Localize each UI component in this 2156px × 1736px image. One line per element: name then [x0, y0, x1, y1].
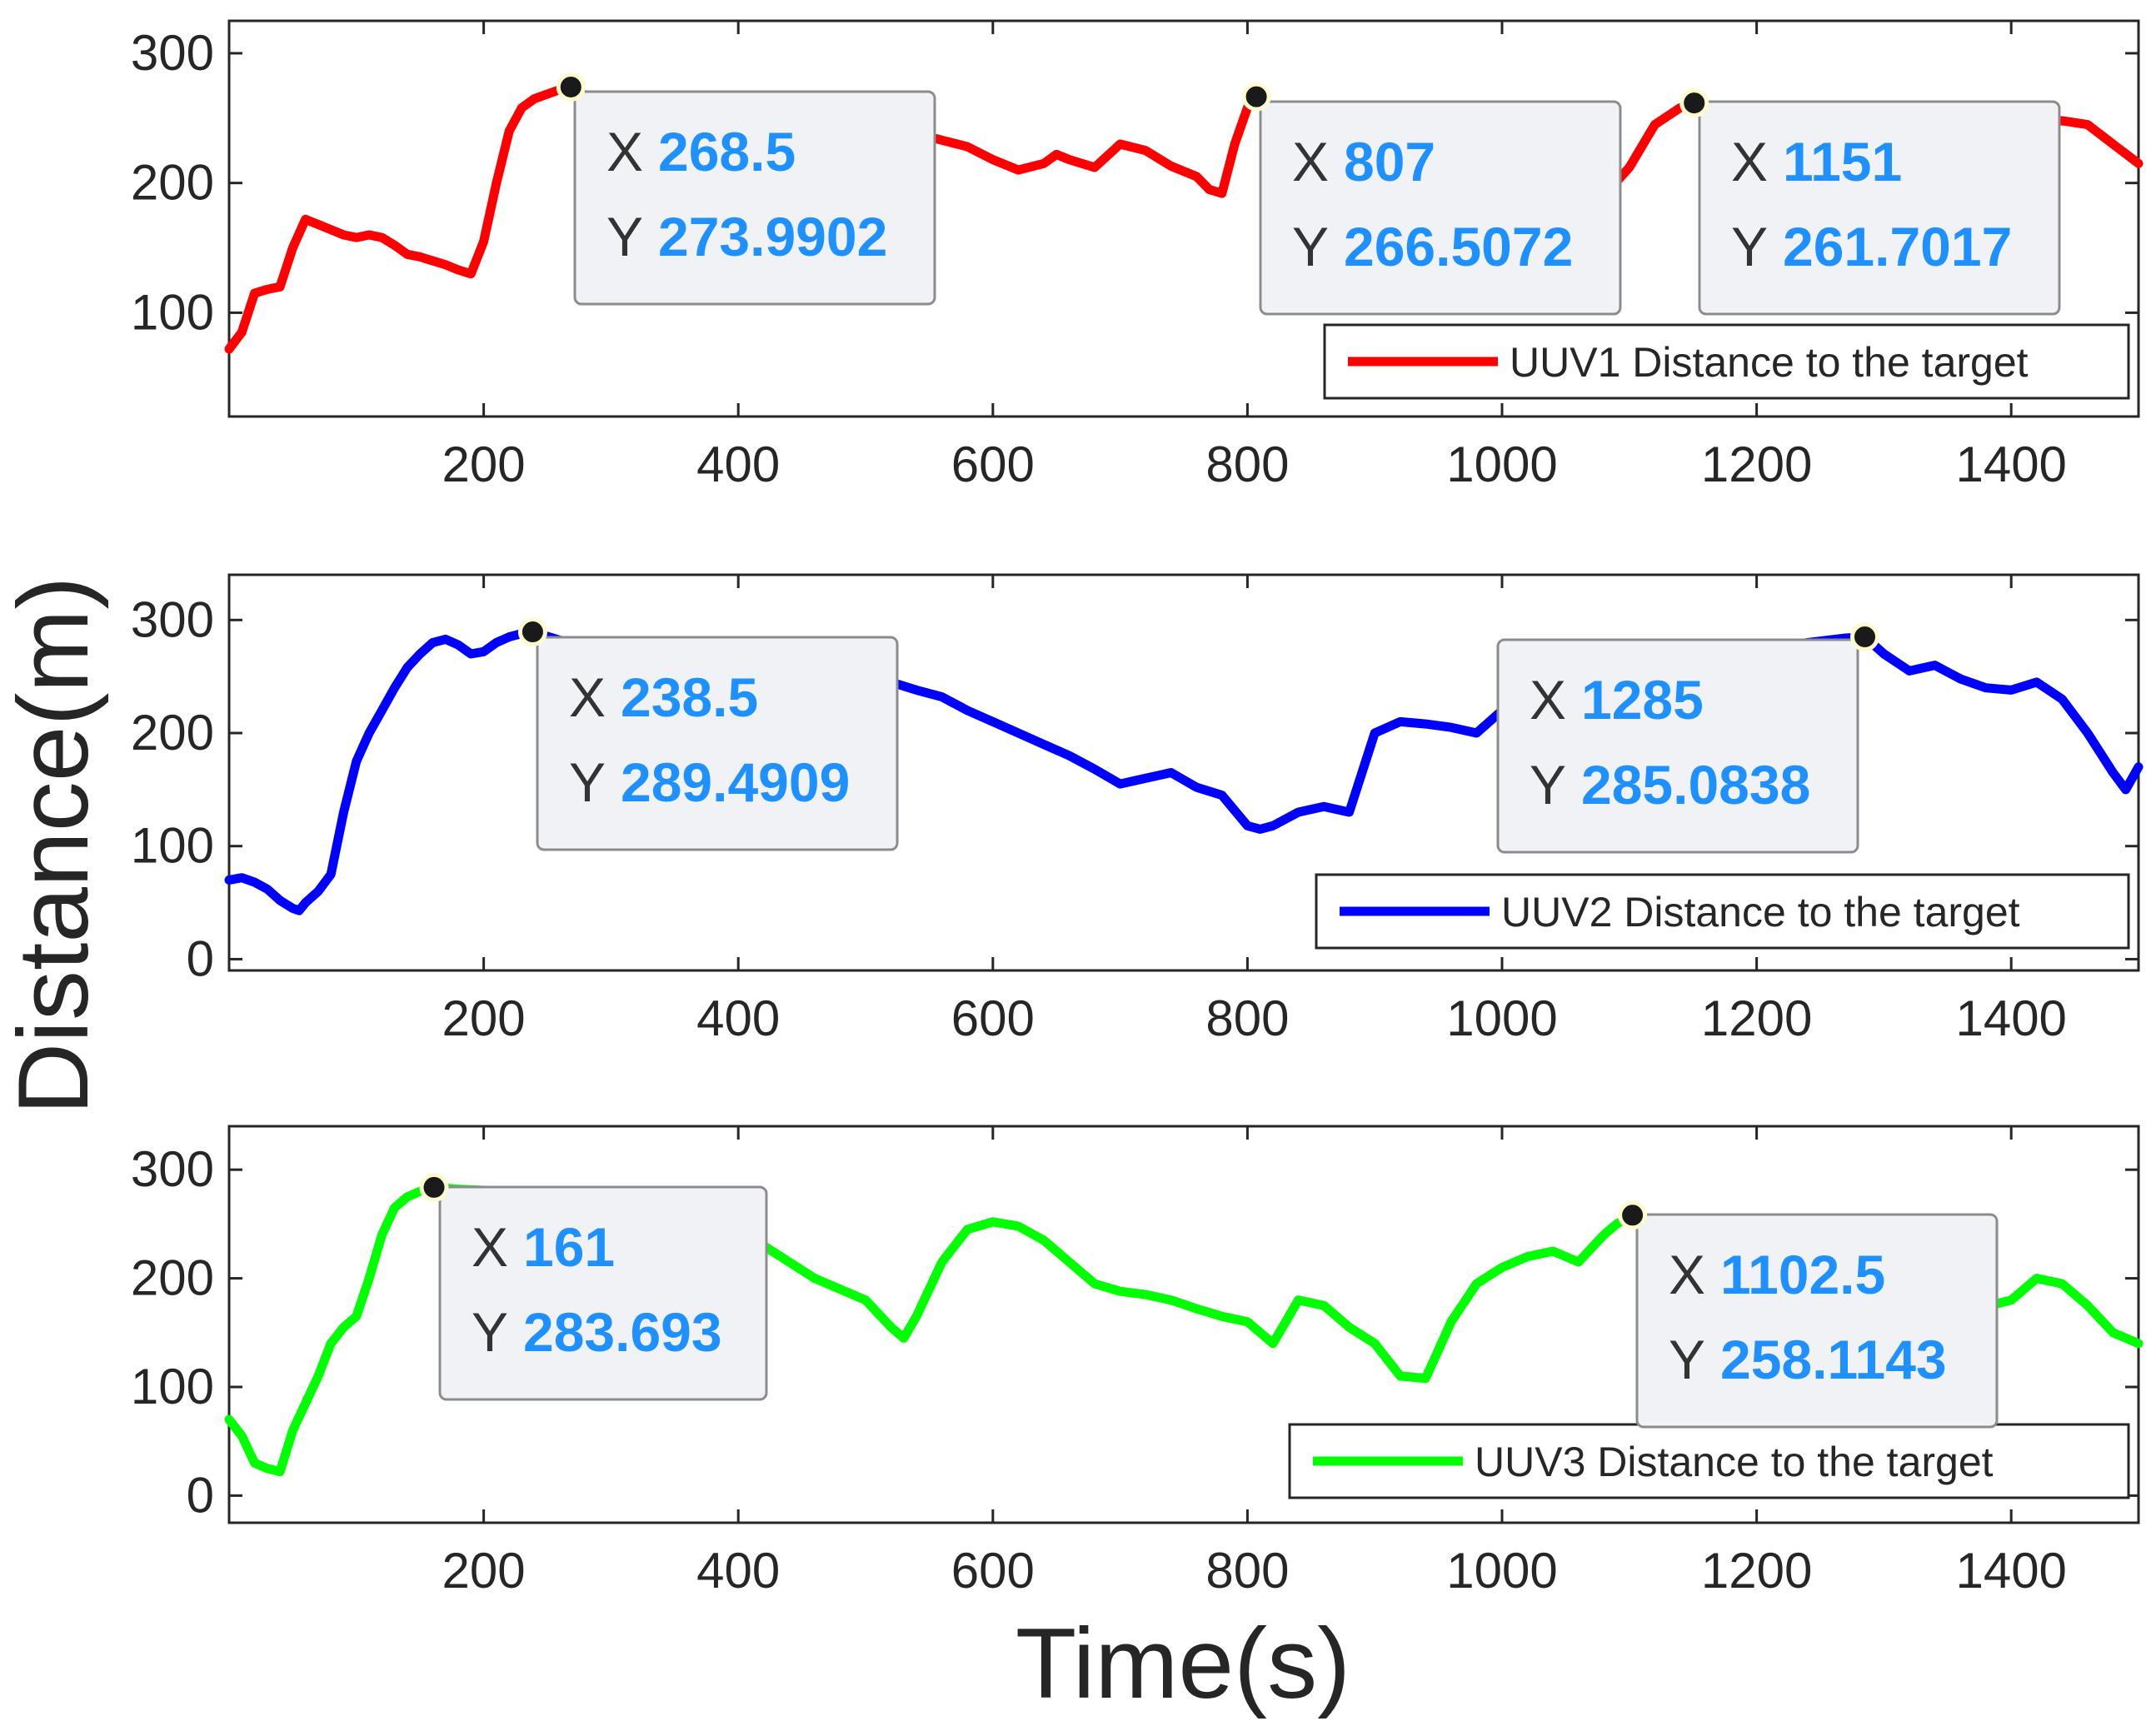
- panel-uuv3: 200 400 600 800 1000 1200 1400 0 100 200 300 UUV3 D…: [131, 1125, 2144, 1599]
- x-axis-label: Time(s): [1016, 1608, 1350, 1719]
- y-tick-label: 200: [131, 705, 214, 761]
- x-tick-label: 1200: [1701, 436, 1812, 492]
- x-tick-label: 1400: [1955, 1543, 2066, 1599]
- datatip-y-key: Y: [472, 1301, 508, 1363]
- datatip-box: [1698, 100, 2061, 316]
- y-tick-label: 0: [187, 1467, 214, 1523]
- x-tick-label: 1200: [1701, 1543, 1812, 1599]
- datatip-y-value: 283.693: [523, 1301, 722, 1363]
- y-tick-label: 200: [131, 1250, 214, 1306]
- x-tick-label: 400: [696, 436, 780, 492]
- datatip-x-key: X: [1292, 131, 1329, 192]
- x-tick-label: 200: [442, 990, 526, 1046]
- x-tick-label: 800: [1205, 990, 1289, 1046]
- x-tick-label: 1000: [1446, 990, 1557, 1046]
- y-axis-label: Distance(m): [0, 576, 109, 1115]
- y-tick-label: 100: [131, 284, 214, 340]
- datatip-marker: [556, 72, 586, 102]
- datatip-x-value: 1285: [1581, 669, 1704, 731]
- series-line-uuv2: [224, 627, 2144, 915]
- y-tick-label: 300: [131, 591, 214, 647]
- y-tick-label: 0: [187, 930, 214, 986]
- panel-uuv2: 200 400 600 800 1000 1200 1400 0 100 200 300 UUV2 D…: [131, 573, 2144, 1046]
- datatip-y-value: 289.4909: [621, 751, 850, 813]
- datatip-y-value: 273.9902: [658, 206, 887, 267]
- x-tick-label: 600: [951, 1543, 1035, 1599]
- x-tick-label: 1000: [1446, 436, 1557, 492]
- legend-label: UUV2 Distance to the target: [1501, 889, 2020, 935]
- y-tick-label: 300: [131, 25, 214, 81]
- x-tick-label: 600: [951, 990, 1035, 1046]
- datatip-y-key: Y: [1669, 1329, 1705, 1390]
- datatip-box: [1635, 1213, 1999, 1429]
- datatip-x-key: X: [1530, 669, 1566, 731]
- datatip-marker: [1679, 88, 1709, 118]
- panel-uuv1: 200 400 600 800 1000 1200 1400 100 200 300 UUV1 Di…: [131, 19, 2144, 492]
- datatip-x-key: X: [1731, 131, 1768, 192]
- y-tick-label: 300: [131, 1141, 214, 1197]
- datatip-y-value: 258.1143: [1720, 1329, 1947, 1390]
- datatip-x-value: 807: [1344, 131, 1435, 192]
- x-tick-label: 800: [1205, 1543, 1289, 1599]
- x-tick-label: 800: [1205, 436, 1289, 492]
- datatip-marker: [419, 1172, 449, 1202]
- x-tick-label: 1400: [1955, 990, 2066, 1046]
- datatip-y-key: Y: [569, 751, 606, 813]
- y-tick-label: 100: [131, 1359, 214, 1414]
- datatip-box: [438, 1185, 768, 1401]
- x-tick-label: 400: [696, 1543, 780, 1599]
- x-tick-label: 1400: [1955, 436, 2066, 492]
- x-tick-label: 200: [442, 436, 526, 492]
- datatip-box: [1496, 638, 1859, 854]
- datatip-y-key: Y: [1292, 216, 1329, 277]
- datatip-x-key: X: [569, 666, 606, 728]
- x-tick-label: 200: [442, 1543, 526, 1599]
- datatip-y-key: Y: [606, 206, 643, 267]
- datatip-x-value: 1102.5: [1720, 1244, 1885, 1305]
- datatip-x-value: 268.5: [658, 121, 796, 182]
- datatip-x-key: X: [606, 121, 643, 182]
- legend-label: UUV3 Distance to the target: [1475, 1439, 1994, 1485]
- datatip-y-value: 266.5072: [1344, 216, 1573, 277]
- datatip-x-value: 161: [523, 1216, 615, 1278]
- x-tick-label: 1200: [1701, 990, 1812, 1046]
- x-tick-label: 600: [951, 436, 1035, 492]
- y-tick-label: 100: [131, 818, 214, 874]
- datatip-y-key: Y: [1530, 754, 1566, 816]
- datatip-y-key: Y: [1731, 216, 1768, 277]
- datatip-marker: [1849, 622, 1879, 652]
- datatip-marker: [1618, 1200, 1648, 1230]
- x-tick-label: 400: [696, 990, 780, 1046]
- datatip-marker: [1241, 82, 1271, 112]
- datatip-y-value: 261.7017: [1783, 216, 2012, 277]
- datatip-box: [573, 90, 936, 306]
- datatip-x-key: X: [472, 1216, 508, 1278]
- x-tick-label: 1000: [1446, 1543, 1557, 1599]
- datatip-box: [1259, 100, 1622, 316]
- datatip-y-value: 285.0838: [1581, 754, 1810, 816]
- y-tick-label: 200: [131, 155, 214, 211]
- datatip-marker: [517, 617, 547, 647]
- legend-label: UUV1 Distance to the target: [1510, 339, 2029, 386]
- datatip-box: [536, 636, 899, 851]
- datatip-x-value: 1151: [1783, 131, 1902, 192]
- datatip-x-value: 238.5: [621, 666, 758, 728]
- datatip-x-key: X: [1669, 1244, 1705, 1305]
